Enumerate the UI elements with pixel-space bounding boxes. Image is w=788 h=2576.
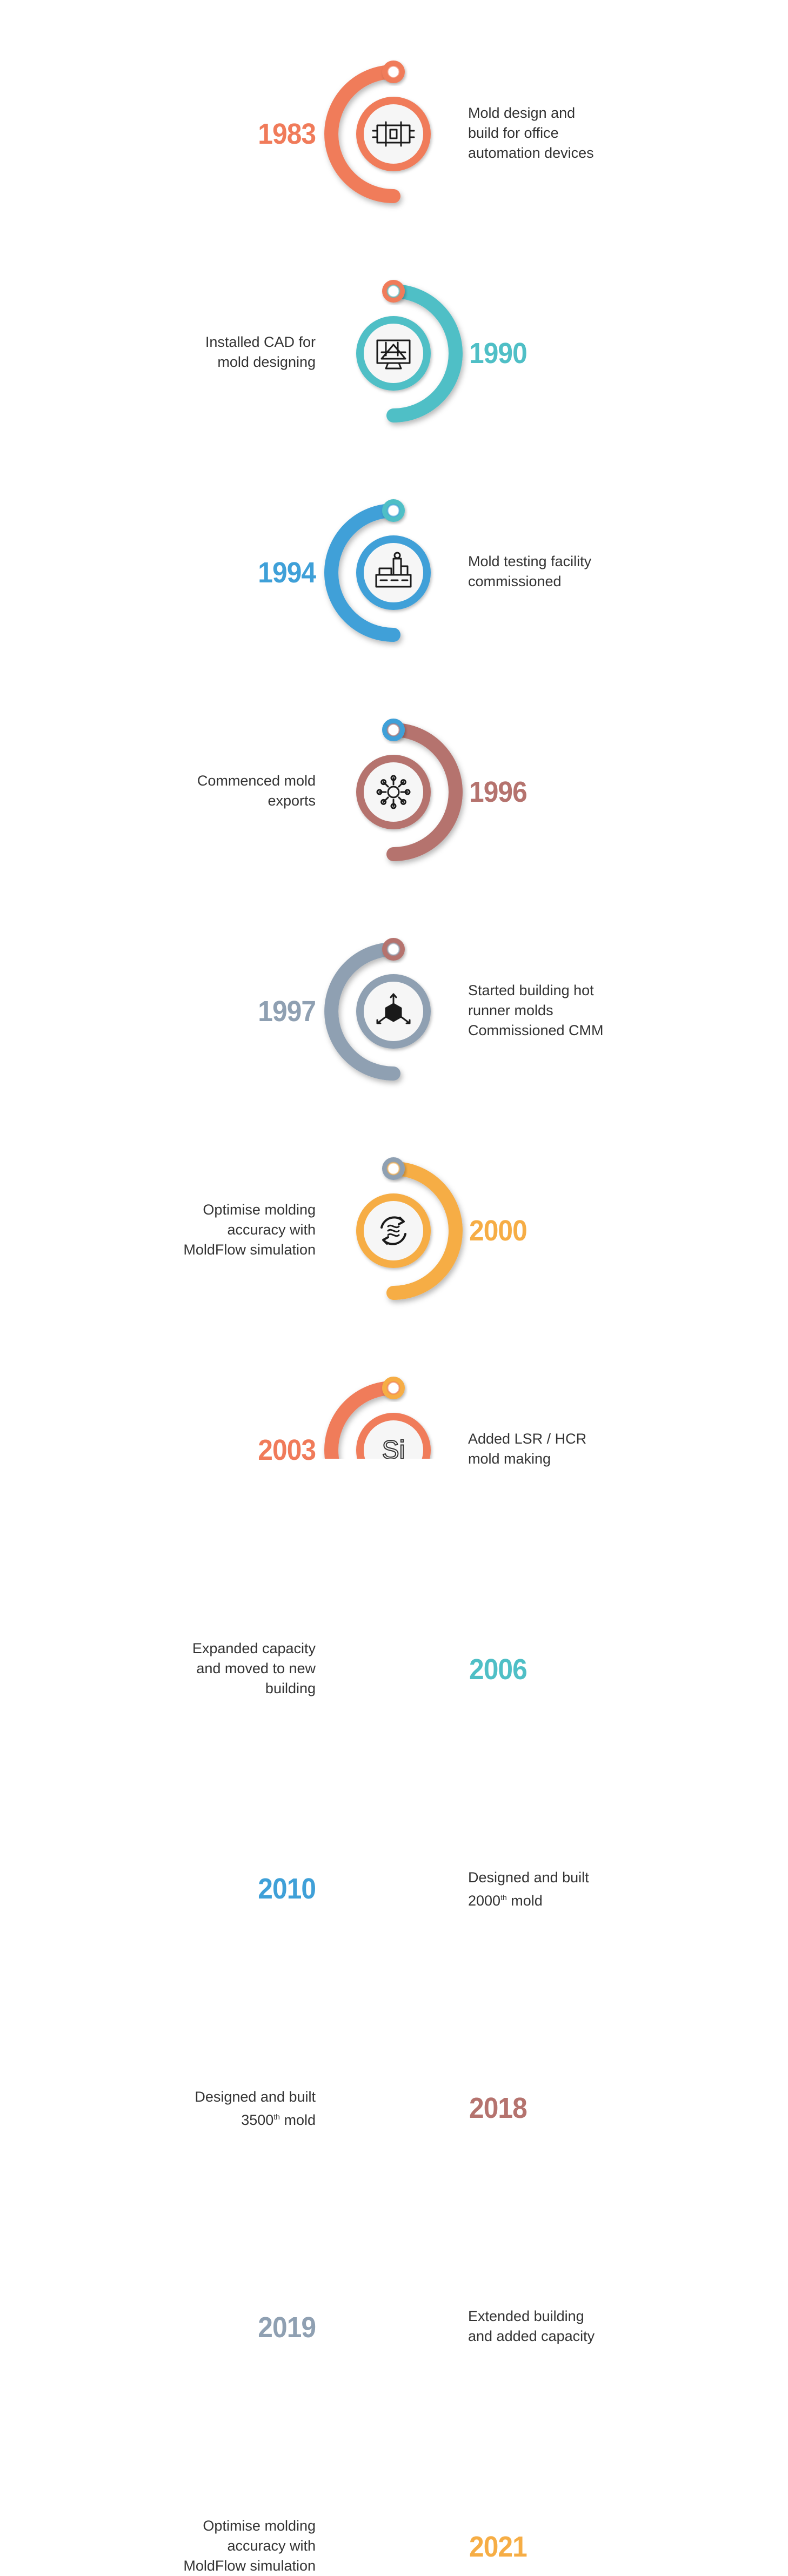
connector-knot (382, 719, 405, 741)
icon-badges: Si20003500 (356, 97, 431, 1459)
connector-knots (382, 61, 405, 1399)
year-2003: 2003 (258, 1434, 316, 1466)
description-line: Designed and built (195, 2089, 316, 2105)
description-line: accuracy with (227, 2537, 316, 2554)
badge (356, 97, 431, 171)
description-line: MoldFlow simulation (183, 1241, 316, 1258)
arc-segment (386, 723, 463, 861)
year-2018: 2018 (469, 2092, 527, 2124)
year-2021: 2021 (469, 2531, 527, 2563)
description-line: mold making (468, 1451, 551, 1467)
connector-knot (382, 1157, 405, 1180)
description-line: Added LSR / HCR (468, 1431, 587, 1447)
connector-knot (382, 1377, 405, 1399)
year-1997: 1997 (258, 995, 316, 1028)
arc-segment (324, 1381, 400, 1459)
milestone-description: Extended building and added capacity (468, 2306, 663, 2346)
year-1996: 1996 (469, 776, 527, 808)
silicon-icon: Si (382, 1435, 406, 1459)
arc-segment (324, 65, 400, 203)
connector-knot (382, 61, 405, 83)
badge (356, 755, 431, 829)
year-1983: 1983 (258, 118, 316, 150)
description-line: Mold testing facility (468, 553, 592, 569)
milestone-description: Commenced mold exports (121, 771, 316, 811)
mold-icon (372, 121, 415, 147)
badge (356, 535, 431, 610)
description-line: accuracy with (227, 1221, 316, 1238)
badge (356, 974, 431, 1049)
badge (356, 1193, 431, 1268)
milestone-description: Optimise molding accuracy with MoldFlow si… (121, 1200, 316, 1260)
description-line: Started building hot (468, 982, 594, 998)
connector-knot (382, 499, 405, 522)
description-line: Designed and built (468, 1869, 589, 1886)
description-line: and added capacity (468, 2328, 595, 2344)
description-line: 2000th mold (468, 1893, 543, 1909)
milestone-description: Designed and built 3500th mold (121, 2087, 316, 2130)
connector-knot (382, 938, 405, 961)
molding-machine-icon (375, 552, 412, 588)
arc-segment (324, 942, 400, 1081)
spiral-arcs (324, 65, 463, 1459)
description-line: commissioned (468, 573, 562, 589)
description-line: building (265, 1680, 316, 1696)
description-line: mold designing (217, 354, 316, 370)
description-line: Expanded capacity (192, 1640, 316, 1656)
milestone-description: Optimise molding accuracy with MoldFlow si… (121, 2516, 316, 2576)
cad-monitor-icon (376, 339, 411, 370)
milestone-description: Installed CAD for mold designing (121, 332, 316, 372)
description-line: automation devices (468, 144, 594, 161)
milestone-description: Added LSR / HCR mold making (468, 1429, 663, 1469)
badge: Si (356, 1413, 431, 1459)
arc-segment (324, 504, 400, 642)
description-line: Optimise molding (203, 1201, 316, 1218)
description-line: Commenced mold (197, 773, 316, 789)
year-1990: 1990 (469, 337, 527, 370)
description-line: build for office (468, 124, 559, 141)
year-2010: 2010 (258, 1873, 316, 1905)
description-line: Extended building (468, 2308, 584, 2324)
description-line: Mold design and (468, 104, 576, 121)
year-2006: 2006 (469, 1653, 527, 1686)
arc-segment (386, 1162, 463, 1300)
si-text: Si (382, 1436, 405, 1459)
description-line: runner molds (468, 1002, 553, 1018)
arc-segment (386, 284, 463, 422)
milestone-description: Mold design and build for office automatio… (468, 103, 663, 163)
export-network-icon (376, 775, 411, 809)
year-2000: 2000 (469, 1215, 527, 1247)
description-line: Installed CAD for (205, 334, 316, 350)
connector-knot (382, 280, 405, 303)
simulation-cycle-icon (380, 1216, 406, 1245)
description-line: 3500th mold (241, 2112, 316, 2128)
badge (356, 316, 431, 391)
hot-runner-icon (376, 993, 411, 1024)
description-line: exports (268, 793, 316, 809)
milestone-description: Mold testing facility commissioned (468, 552, 663, 592)
description-line: and moved to new (196, 1660, 316, 1676)
description-line: Optimise molding (203, 2517, 316, 2534)
description-line: Commissioned CMM (468, 1022, 604, 1038)
milestone-description: Started building hot runner molds Commissi… (468, 981, 663, 1041)
year-2019: 2019 (258, 2311, 316, 2344)
year-1994: 1994 (258, 556, 316, 589)
milestone-description: Expanded capacity and moved to new buildin… (121, 1639, 316, 1699)
description-line: MoldFlow simulation (183, 2557, 316, 2574)
milestone-description: Designed and built 2000th mold (468, 1868, 663, 1911)
timeline-graphic: Si20003500 (324, 61, 463, 1459)
